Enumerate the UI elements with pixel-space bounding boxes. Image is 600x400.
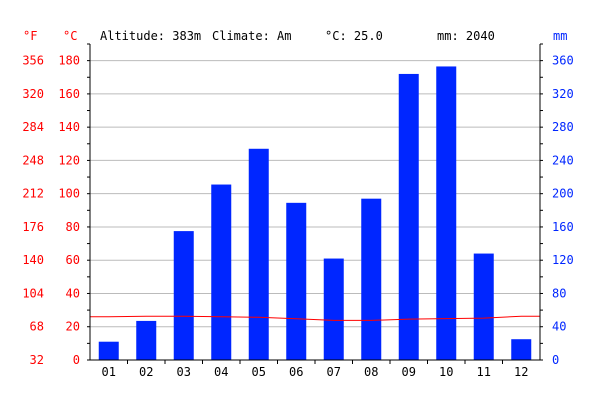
mm-tick-label: 360	[552, 54, 574, 68]
celsius-tick-label: 80	[66, 220, 80, 234]
month-label: 11	[477, 365, 491, 379]
fahrenheit-tick-label: 32	[30, 353, 44, 367]
celsius-tick-label: 40	[66, 286, 80, 300]
precipitation-bar	[436, 66, 457, 360]
fahrenheit-axis-title: °F	[23, 29, 37, 43]
month-label: 09	[402, 365, 416, 379]
month-label: 02	[139, 365, 153, 379]
mm-tick-label: 160	[552, 220, 574, 234]
month-label: 05	[252, 365, 266, 379]
mm-tick-label: 80	[552, 286, 566, 300]
celsius-tick-label: 20	[66, 320, 80, 334]
precipitation-bar	[398, 73, 419, 361]
month-label: 01	[102, 365, 116, 379]
month-label: 08	[364, 365, 378, 379]
celsius-axis-title: °C	[63, 29, 77, 43]
month-label: 03	[177, 365, 191, 379]
month-label: 07	[327, 365, 341, 379]
mean-temperature-label: °C: 25.0	[325, 29, 383, 43]
celsius-tick-label: 0	[73, 353, 80, 367]
celsius-tick-label: 100	[58, 187, 80, 201]
fahrenheit-tick-label: 284	[22, 120, 44, 134]
fahrenheit-tick-label: 68	[30, 320, 44, 334]
precipitation-bar	[323, 258, 344, 360]
tick-labels: 0204060801001201401601803268104140176212…	[22, 54, 573, 379]
celsius-tick-label: 180	[58, 54, 80, 68]
altitude-label: Altitude: 383m	[100, 29, 201, 43]
precipitation-bar	[511, 339, 532, 360]
precipitation-bar	[98, 341, 119, 360]
fahrenheit-tick-label: 104	[22, 286, 44, 300]
precipitation-bar	[248, 148, 269, 360]
month-label: 12	[514, 365, 528, 379]
precipitation-bar	[136, 320, 157, 360]
celsius-tick-label: 140	[58, 120, 80, 134]
fahrenheit-tick-label: 248	[22, 153, 44, 167]
mm-tick-label: 0	[552, 353, 559, 367]
mm-axis-title: mm	[553, 29, 567, 43]
precipitation-bar	[286, 202, 307, 360]
fahrenheit-tick-label: 356	[22, 54, 44, 68]
temperature-series-line	[90, 315, 540, 321]
mm-tick-label: 240	[552, 153, 574, 167]
celsius-tick-label: 60	[66, 253, 80, 267]
mm-tick-label: 320	[552, 87, 574, 101]
celsius-tick-label: 120	[58, 153, 80, 167]
precipitation-bar	[211, 184, 232, 360]
month-label: 10	[439, 365, 453, 379]
precipitation-bar	[361, 198, 382, 360]
temperature-line	[90, 315, 540, 321]
fahrenheit-tick-label: 212	[22, 187, 44, 201]
fahrenheit-tick-label: 140	[22, 253, 44, 267]
climate-label: Climate: Am	[212, 29, 291, 43]
annual-precipitation-label: mm: 2040	[437, 29, 495, 43]
precipitation-bar	[473, 253, 494, 360]
celsius-tick-label: 160	[58, 87, 80, 101]
mm-tick-label: 40	[552, 320, 566, 334]
month-label: 04	[214, 365, 228, 379]
month-label: 06	[289, 365, 303, 379]
fahrenheit-tick-label: 176	[22, 220, 44, 234]
mm-tick-label: 120	[552, 253, 574, 267]
precipitation-bar	[173, 231, 194, 360]
axes	[87, 43, 543, 364]
mm-tick-label: 200	[552, 187, 574, 201]
fahrenheit-tick-label: 320	[22, 87, 44, 101]
grid-lines	[90, 60, 540, 328]
mm-tick-label: 280	[552, 120, 574, 134]
precipitation-bars	[98, 66, 532, 361]
